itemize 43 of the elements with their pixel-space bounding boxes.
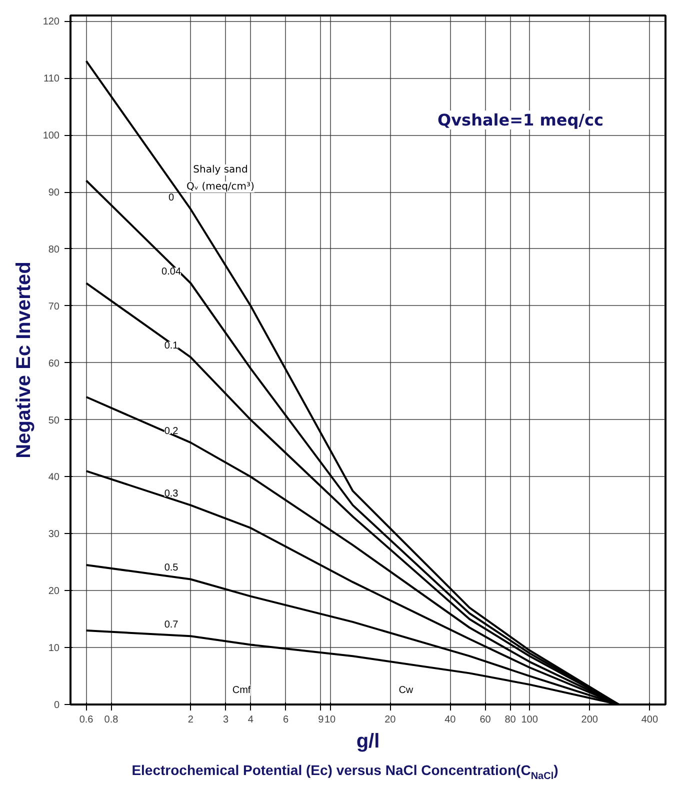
x-tick-label: 60 [480,714,492,726]
annotation: Cmf [232,684,251,696]
x-tick-label: 4 [248,714,254,726]
x-tick-label: 80 [504,714,516,726]
x-tick-label: 200 [581,714,598,726]
x-axis-title: g/l [356,730,380,752]
y-tick-label: 100 [42,130,60,142]
annotation: Cw [398,684,414,696]
series-label: 0 [168,192,175,204]
y-tick-label: 90 [48,188,60,199]
x-tick-label: 100 [521,714,538,726]
series-label: 0.1 [164,340,179,352]
x-tick-label: 3 [222,714,229,726]
y-tick-label: 70 [48,301,60,312]
y-axis-title: Negative Ec Inverted [12,262,35,458]
x-tick-label: 400 [641,714,658,726]
y-tick-label: 40 [48,472,60,484]
y-tick-label: 120 [42,16,60,28]
series-label: 0.3 [164,488,179,500]
y-tick-label: 20 [48,586,60,598]
series-label: 0.7 [164,620,179,631]
x-tick-label: 40 [444,714,456,726]
y-tick-label: 10 [48,643,60,654]
y-tick-label: 30 [48,529,60,540]
x-tick-label: 10 [324,714,336,726]
series-label: 0.2 [164,426,179,438]
y-tick-label: 0 [54,700,60,711]
series-label: 0.04 [162,266,182,278]
y-tick-label: 80 [48,244,60,256]
y-tick-label: 60 [48,358,60,370]
y-tick-label: 110 [44,74,60,85]
x-tick-label: 20 [384,714,396,726]
annotation: Shaly sand [193,164,248,176]
x-tick-label: 0.8 [104,714,119,726]
annotation: Qvshale=1 meq/cc [438,110,604,130]
text: Electrochemical Potential (Ec) versus NaCl Concentration(C$_{NaCl}$) [132,761,558,784]
x-tick-label: 6 [283,714,290,726]
annotation: Qᵥ (meq/cm³) [186,182,255,192]
x-tick-label: 2 [188,714,194,726]
series-label: 0.5 [164,562,179,574]
x-tick-label: 0.6 [79,714,94,726]
y-tick-label: 50 [48,415,60,426]
x-tick-label: 9 [318,714,324,726]
